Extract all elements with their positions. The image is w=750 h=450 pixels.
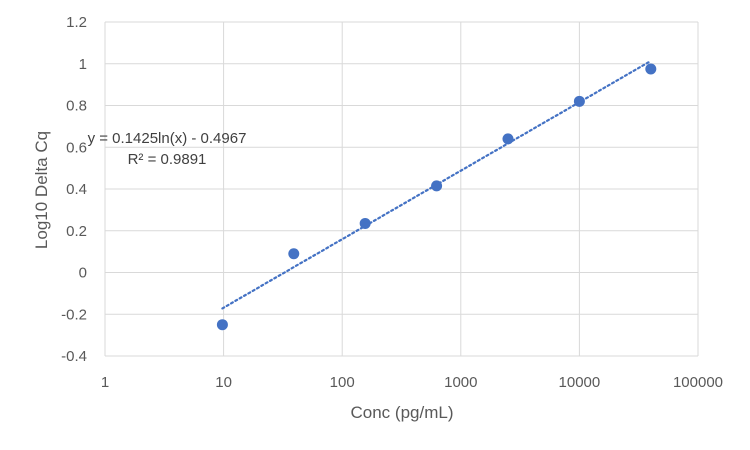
- trendline-equation: y = 0.1425ln(x) - 0.4967: [88, 130, 247, 147]
- data-point: [431, 180, 443, 192]
- x-tick-label: 10000: [559, 374, 601, 391]
- data-point: [216, 319, 228, 331]
- grid: [104, 21, 699, 357]
- x-tick-label: 1: [101, 374, 109, 391]
- y-tick-label: 1: [79, 56, 87, 73]
- data-point: [359, 217, 371, 229]
- y-tick-label: -0.2: [61, 306, 87, 323]
- x-axis-title: Conc (pg/mL): [351, 403, 454, 422]
- y-tick-label: 0.4: [66, 181, 87, 198]
- x-tick-label: 1000: [444, 374, 477, 391]
- data-point: [645, 63, 657, 75]
- y-tick-labels: -0.4 -0.2 0 0.2 0.4 0.6 0.8 1 1.2: [61, 14, 87, 365]
- x-tick-label: 100000: [673, 374, 723, 391]
- y-tick-label: 0: [79, 265, 87, 282]
- data-points: [216, 63, 657, 331]
- y-tick-label: 1.2: [66, 14, 87, 31]
- y-tick-label: 0.8: [66, 98, 87, 115]
- data-point: [502, 133, 514, 145]
- x-tick-label: 10: [215, 374, 232, 391]
- x-tick-label: 100: [330, 374, 355, 391]
- y-tick-label: 0.6: [66, 139, 87, 156]
- y-axis-title: Log10 Delta Cq: [32, 131, 51, 249]
- x-tick-labels: 1 10 100 1000 10000 100000: [101, 374, 723, 391]
- y-tick-label: 0.2: [66, 223, 87, 240]
- trendline-r-squared: R² = 0.9891: [128, 151, 207, 168]
- data-point: [573, 95, 585, 107]
- data-point: [288, 248, 300, 260]
- y-tick-label: -0.4: [61, 348, 87, 365]
